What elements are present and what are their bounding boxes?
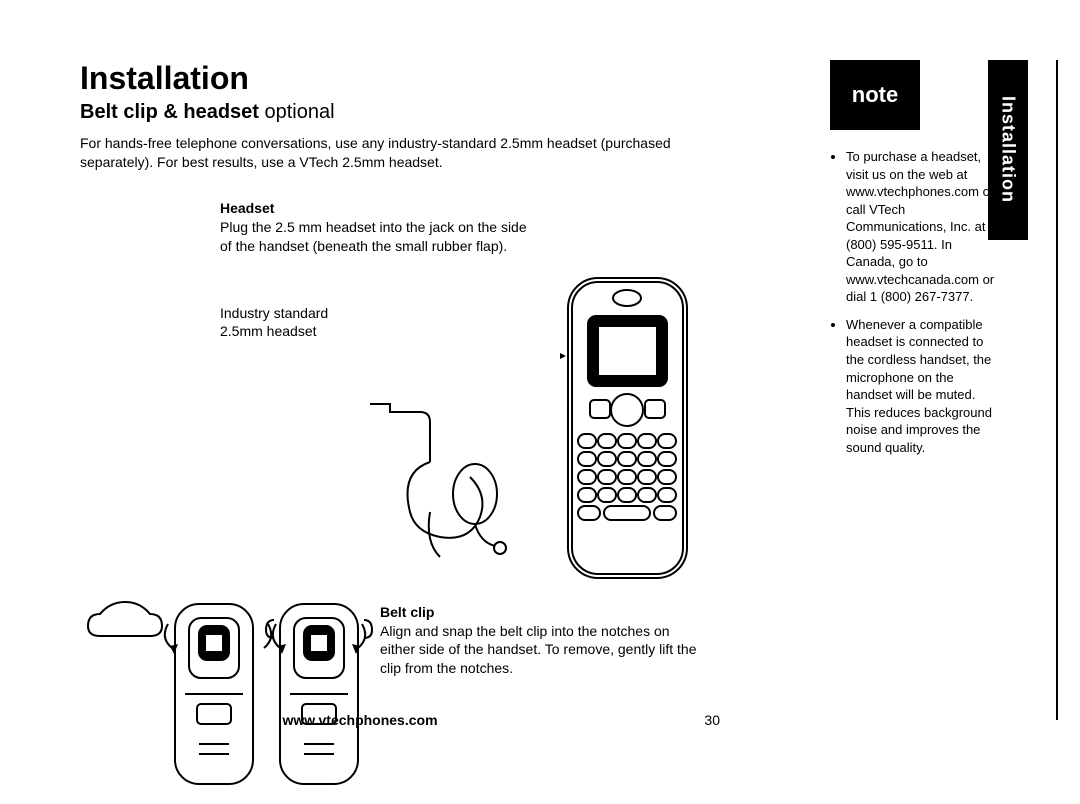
section-tab: Installation [988,60,1028,240]
handset-front-icon [560,274,695,584]
vertical-rule [1056,60,1058,720]
headset-text: Plug the 2.5 mm headset into the jack on… [220,218,530,256]
page-footer: www.vtechphones.com 30 [80,712,720,728]
footer-url: www.vtechphones.com [80,712,640,728]
manual-page: Installation Installation Belt clip & he… [80,60,1000,740]
sidebar-column: note To purchase a headset, visit us on … [830,60,1000,466]
page-subtitle: Belt clip & headset optional [80,101,720,124]
headset-section: Headset Plug the 2.5 mm headset into the… [220,200,530,256]
page-number: 30 [704,712,720,728]
subtitle-bold: Belt clip & headset [80,101,259,123]
beltclip-label: Belt clip [380,604,700,620]
subtitle-rest: optional [259,101,335,123]
illustration-row: Industry standard 2.5mm headset [80,304,720,624]
main-column: Installation Belt clip & headset optiona… [80,60,720,624]
notes-list: To purchase a headset, visit us on the w… [830,148,1000,456]
beltclip-section: Belt clip Align and snap the belt clip i… [380,604,700,679]
page-title: Installation [80,60,720,97]
note-item: Whenever a compatible headset is connect… [846,316,1000,456]
headset-label: Headset [220,200,530,216]
note-badge: note [830,60,920,130]
headset-icon [360,394,550,564]
note-item: To purchase a headset, visit us on the w… [846,148,1000,306]
beltclip-text: Align and snap the belt clip into the no… [380,622,700,679]
intro-paragraph: For hands-free telephone conversations, … [80,134,720,172]
